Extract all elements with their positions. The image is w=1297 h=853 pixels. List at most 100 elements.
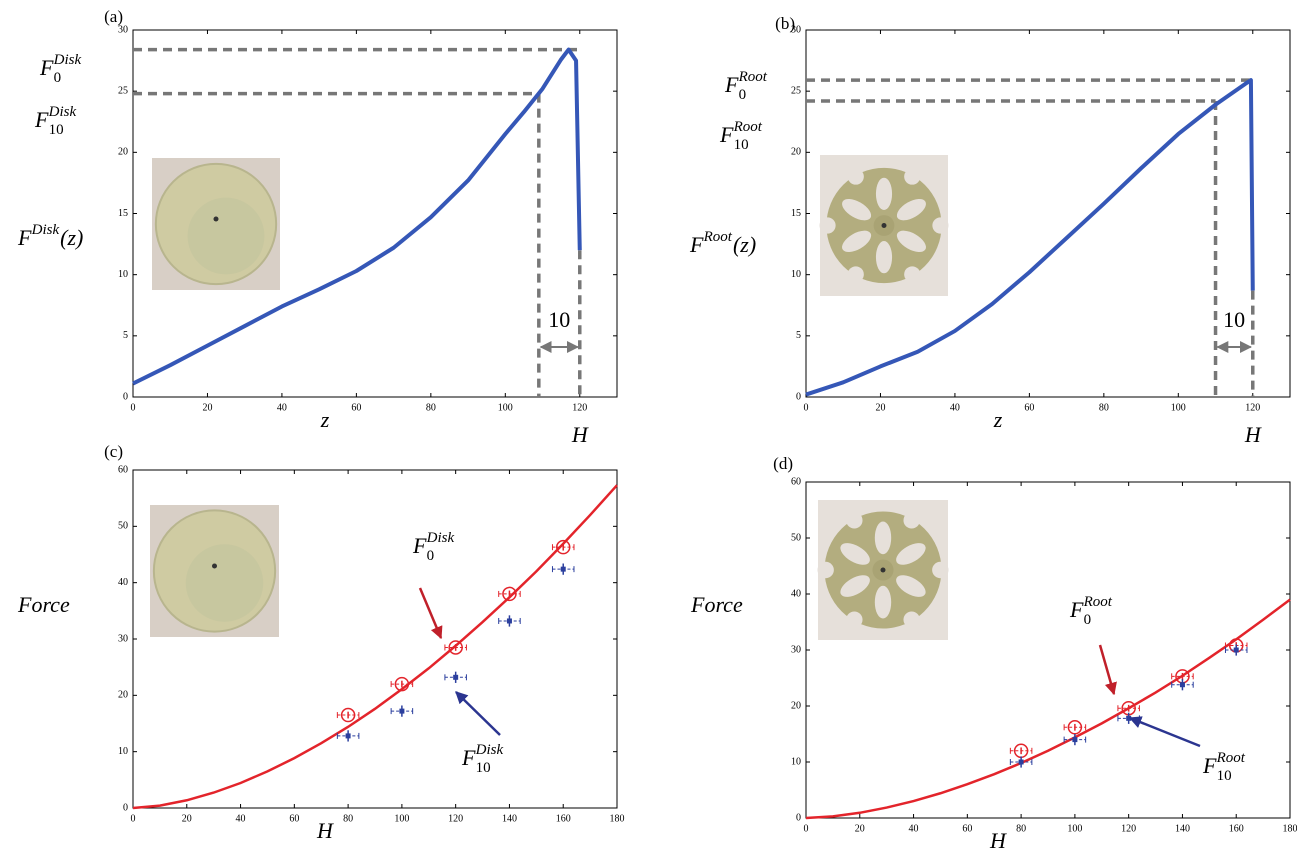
x-tick-label: 100 <box>498 402 513 413</box>
x-tick-label: 40 <box>950 402 960 413</box>
math-sub: 0 <box>1084 612 1092 628</box>
math-sup: Disk <box>426 530 455 546</box>
math-sub: 0 <box>427 548 435 564</box>
x-tick-label: 100 <box>394 813 409 824</box>
math-sup: Disk <box>48 104 77 120</box>
y-tick-label: 20 <box>118 147 128 158</box>
data-point <box>346 733 351 738</box>
disk-hole <box>212 564 217 569</box>
math-tail: (z) <box>60 225 83 250</box>
x-axis-label: z <box>993 407 1003 432</box>
math-sup: Root <box>1083 594 1113 610</box>
y-tick-label: 25 <box>118 85 128 96</box>
y-tick-label: 0 <box>796 391 801 402</box>
y-tick-label: 30 <box>791 24 801 35</box>
y-tick-label: 10 <box>118 746 128 757</box>
h-label: H <box>571 422 589 447</box>
disk-shade <box>188 198 265 275</box>
x-tick-label: 120 <box>448 813 463 824</box>
math-tail: (z) <box>733 232 756 257</box>
y-tick-label: 20 <box>791 700 801 711</box>
y-tick-label: 60 <box>118 464 128 475</box>
math-base: F <box>461 745 476 770</box>
x-axis-label: H <box>316 818 334 843</box>
x-tick-label: 180 <box>610 813 625 824</box>
x-tick-label: 180 <box>1283 823 1297 834</box>
gap-label: 10 <box>548 307 570 332</box>
y-tick-label: 0 <box>796 812 801 823</box>
root-hole-center <box>881 568 886 573</box>
x-tick-label: 0 <box>131 402 136 413</box>
y-tick-label: 40 <box>118 577 128 588</box>
f0-arrow <box>1100 645 1114 694</box>
math-sub: 10 <box>1217 768 1232 784</box>
math-base: F <box>1202 753 1217 778</box>
root-hole-center <box>882 223 887 228</box>
data-point <box>1019 760 1024 765</box>
math-base: F <box>412 533 427 558</box>
f0-arrow <box>420 588 441 638</box>
math-base: F <box>17 225 32 250</box>
root-notch <box>904 169 920 185</box>
y-axis-label: Force <box>17 592 70 617</box>
data-point <box>507 618 512 623</box>
disk-shade <box>186 544 263 621</box>
inset-photo <box>150 505 279 637</box>
x-tick-label: 120 <box>1245 402 1260 413</box>
math-base: F <box>39 55 54 80</box>
f10-arrow <box>1130 718 1200 746</box>
x-tick-label: 40 <box>909 823 919 834</box>
y-tick-label: 0 <box>123 391 128 402</box>
panel-label: (c) <box>104 442 123 461</box>
y-tick-label: 30 <box>118 24 128 35</box>
math-sup: Disk <box>53 52 82 68</box>
x-tick-label: 60 <box>289 813 299 824</box>
data-point <box>399 709 404 714</box>
math-base: F <box>719 122 734 147</box>
math-base: F <box>724 72 739 97</box>
x-tick-label: 0 <box>131 813 136 824</box>
x-axis-label: z <box>320 407 330 432</box>
x-tick-label: 120 <box>1121 823 1136 834</box>
math-sub: 10 <box>476 760 491 776</box>
x-tick-label: 20 <box>202 402 212 413</box>
math-base: F <box>689 232 704 257</box>
root-notch <box>848 266 864 282</box>
math-sup: Root <box>703 229 733 245</box>
y-tick-label: 5 <box>123 330 128 341</box>
x-tick-label: 160 <box>556 813 571 824</box>
x-tick-label: 80 <box>426 402 436 413</box>
root-notch <box>904 266 920 282</box>
math-sup: Root <box>738 69 768 85</box>
x-tick-label: 140 <box>1175 823 1190 834</box>
data-point <box>1072 737 1077 742</box>
y-axis-label: Force <box>690 592 743 617</box>
x-tick-label: 160 <box>1229 823 1244 834</box>
math-sup: Disk <box>31 222 60 238</box>
disk-hole <box>214 217 219 222</box>
math-sup: Root <box>733 119 763 135</box>
math-sub: 0 <box>739 87 747 103</box>
x-tick-label: 80 <box>343 813 353 824</box>
x-tick-label: 60 <box>351 402 361 413</box>
f10-arrow <box>456 692 500 735</box>
y-tick-label: 50 <box>118 521 128 532</box>
math-sub: 10 <box>49 122 64 138</box>
math-base: F <box>1069 597 1084 622</box>
panel-label: (a) <box>104 7 123 26</box>
y-tick-label: 15 <box>791 208 801 219</box>
y-tick-label: 10 <box>118 269 128 280</box>
y-tick-label: 0 <box>123 802 128 813</box>
figure: (a)020406080100120051015202530FDisk(z)z1… <box>0 0 1297 853</box>
inset-photo <box>819 155 948 296</box>
y-tick-label: 25 <box>791 85 801 96</box>
root-hole <box>876 241 892 273</box>
root-notch <box>819 217 835 233</box>
root-hole <box>875 586 891 619</box>
math-sup: Root <box>1216 750 1246 766</box>
data-point <box>561 567 566 572</box>
data-point <box>1234 648 1239 653</box>
y-tick-label: 30 <box>791 644 801 655</box>
math-sup: Disk <box>475 742 504 758</box>
y-tick-label: 50 <box>791 532 801 543</box>
